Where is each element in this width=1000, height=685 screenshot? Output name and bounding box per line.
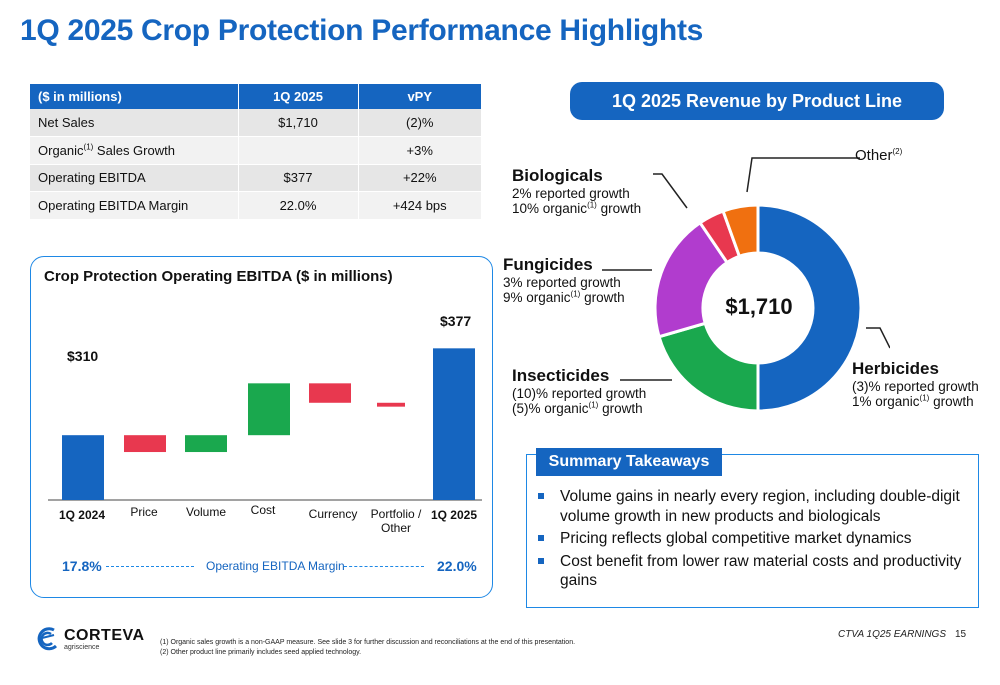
- dashed-divider: [106, 566, 194, 567]
- tick-label: 1Q 2025: [430, 508, 478, 522]
- bullet-icon: [538, 557, 544, 564]
- column-header: vPY: [358, 84, 482, 109]
- cell-vpy: (2)%: [358, 109, 482, 137]
- column-header: ($ in millions): [30, 84, 239, 109]
- table-row: Operating EBITDA $377 +22%: [30, 164, 482, 192]
- margin-left-value: 17.8%: [62, 558, 102, 574]
- tick-label: 1Q 2024: [58, 508, 106, 522]
- list-item: Volume gains in nearly every region, inc…: [536, 487, 974, 526]
- corteva-mark-icon: [37, 627, 58, 651]
- table-row: Operating EBITDA Margin 22.0% +424 bps: [30, 191, 482, 220]
- biologicals-callout: Biologicals 2% reported growth 10% organ…: [512, 166, 642, 216]
- waterfall-bar-cost: [248, 383, 290, 436]
- callout-lines: [602, 157, 890, 381]
- tick-label: Volume: [185, 505, 227, 519]
- fungicides-callout: Fungicides 3% reported growth 9% organic…: [503, 255, 625, 305]
- table-row: Net Sales $1,710 (2)%: [30, 109, 482, 137]
- bullet-icon: [538, 535, 544, 541]
- column-header: 1Q 2025: [238, 84, 359, 109]
- page-number: 15: [955, 629, 967, 640]
- herbicides-callout: Herbicides (3)% reported growth 1% organ…: [852, 359, 979, 409]
- ebitda-chart-title: Crop Protection Operating EBITDA ($ in m…: [44, 268, 393, 285]
- revenue-section-title: 1Q 2025 Revenue by Product Line: [570, 82, 944, 120]
- end-value-label: $377: [440, 313, 472, 329]
- table-header-row: ($ in millions) 1Q 2025 vPY: [30, 84, 482, 109]
- cell-vpy: +3%: [358, 136, 482, 165]
- start-value-label: $310: [67, 348, 99, 364]
- footnotes: (1) Organic sales growth is a non-GAAP m…: [160, 638, 575, 658]
- cell-1q2025: [238, 136, 359, 165]
- margin-right-value: 22.0%: [437, 558, 477, 574]
- logo-subtitle: agriscience: [64, 644, 100, 651]
- cell-1q2025: $1,710: [238, 109, 359, 137]
- cell-vpy: +22%: [358, 164, 482, 192]
- table-row: Organic(1) Sales Growth +3%: [30, 136, 482, 165]
- summary-list: Volume gains in nearly every region, inc…: [536, 487, 974, 594]
- waterfall-bar-volume: [185, 435, 227, 453]
- dashed-divider: [344, 566, 424, 567]
- cell-1q2025: $377: [238, 164, 359, 192]
- footer-reference: CTVA 1Q25 EARNINGS: [838, 629, 946, 640]
- revenue-donut-chart: [653, 203, 863, 413]
- row-label: Operating EBITDA Margin: [30, 191, 239, 220]
- insecticides-callout: Insecticides (10)% reported growth (5)% …: [512, 366, 647, 416]
- waterfall-chart: [48, 348, 482, 501]
- tick-label: Portfolio / Other: [370, 507, 422, 535]
- waterfall-bar-portfolio-other: [377, 402, 405, 407]
- list-item: Pricing reflects global competitive mark…: [536, 529, 974, 549]
- summary-box: [526, 454, 979, 608]
- tick-label: Cost: [250, 503, 276, 517]
- leader-line-other: [746, 157, 860, 193]
- tick-label: Price: [130, 505, 158, 519]
- waterfall-bar-currency: [309, 383, 351, 403]
- logo-wordmark: CORTEVA: [64, 627, 145, 644]
- row-label: Organic(1) Sales Growth: [30, 136, 239, 165]
- leader-line-herbicides: [866, 327, 890, 349]
- summary-header: Summary Takeaways: [536, 448, 722, 476]
- list-item: Cost benefit from lower raw material cos…: [536, 552, 974, 591]
- bullet-icon: [538, 493, 544, 499]
- ebitda-panel: [30, 256, 493, 598]
- waterfall-bar-1q-2024: [62, 435, 104, 500]
- row-label: Operating EBITDA: [30, 164, 239, 192]
- tick-label: Currency: [308, 507, 358, 521]
- margin-caption: Operating EBITDA Margin: [206, 559, 345, 573]
- cell-1q2025: 22.0%: [238, 191, 359, 220]
- other-label: Other(2): [855, 147, 903, 164]
- kpi-table: ($ in millions) 1Q 2025 vPY Net Sales $1…: [30, 84, 482, 220]
- waterfall-bar-1q-2025: [433, 348, 475, 500]
- donut-slice-herbicides: [756, 203, 863, 413]
- footnote-1: (1) Organic sales growth is a non-GAAP m…: [160, 639, 576, 646]
- footnote-2: (2) Other product line primarily include…: [160, 649, 362, 656]
- cell-vpy: +424 bps: [358, 191, 482, 220]
- row-label: Net Sales: [30, 109, 239, 137]
- page-title: 1Q 2025 Crop Protection Performance High…: [20, 14, 704, 47]
- donut-slice-other: [721, 203, 760, 259]
- waterfall-bar-price: [124, 435, 166, 453]
- leader-line-biologicals: [653, 173, 688, 209]
- donut-center-total: $1,710: [725, 294, 793, 319]
